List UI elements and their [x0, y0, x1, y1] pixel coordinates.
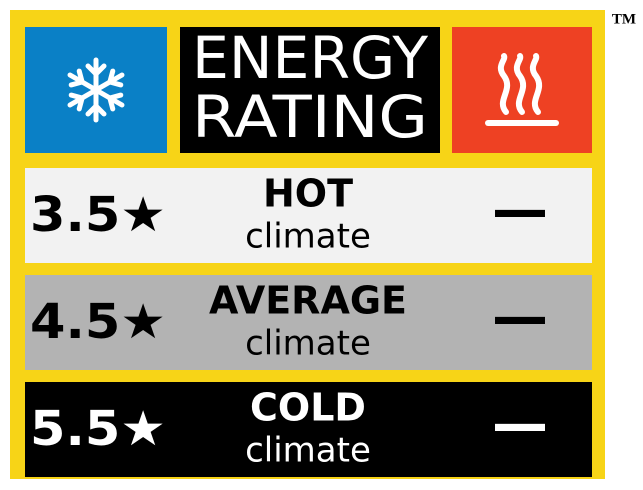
trademark: TM: [612, 11, 636, 27]
rating-row: [25, 168, 592, 263]
climate-zone: HOT: [263, 172, 353, 216]
title-line: RATING: [192, 83, 428, 151]
rating: 5.5★: [30, 401, 166, 457]
climate-zone: COLD: [250, 386, 366, 430]
rating-value: —: [492, 392, 548, 457]
climate-label: climate: [245, 217, 371, 257]
rating: 4.5★: [30, 294, 166, 350]
heat-icon: [485, 53, 559, 126]
rating-value: —: [492, 285, 548, 350]
title-line: ENERGY: [192, 24, 429, 92]
climate-zone: AVERAGE: [209, 279, 407, 323]
climate-label: climate: [245, 324, 371, 364]
snowflake-icon: [67, 57, 125, 123]
title-box: [180, 27, 440, 153]
rating: 3.5★: [30, 187, 166, 243]
climate-label: climate: [245, 431, 371, 471]
rating-value: —: [492, 178, 548, 243]
rating-row: [25, 382, 592, 477]
rating-row: [25, 275, 592, 370]
